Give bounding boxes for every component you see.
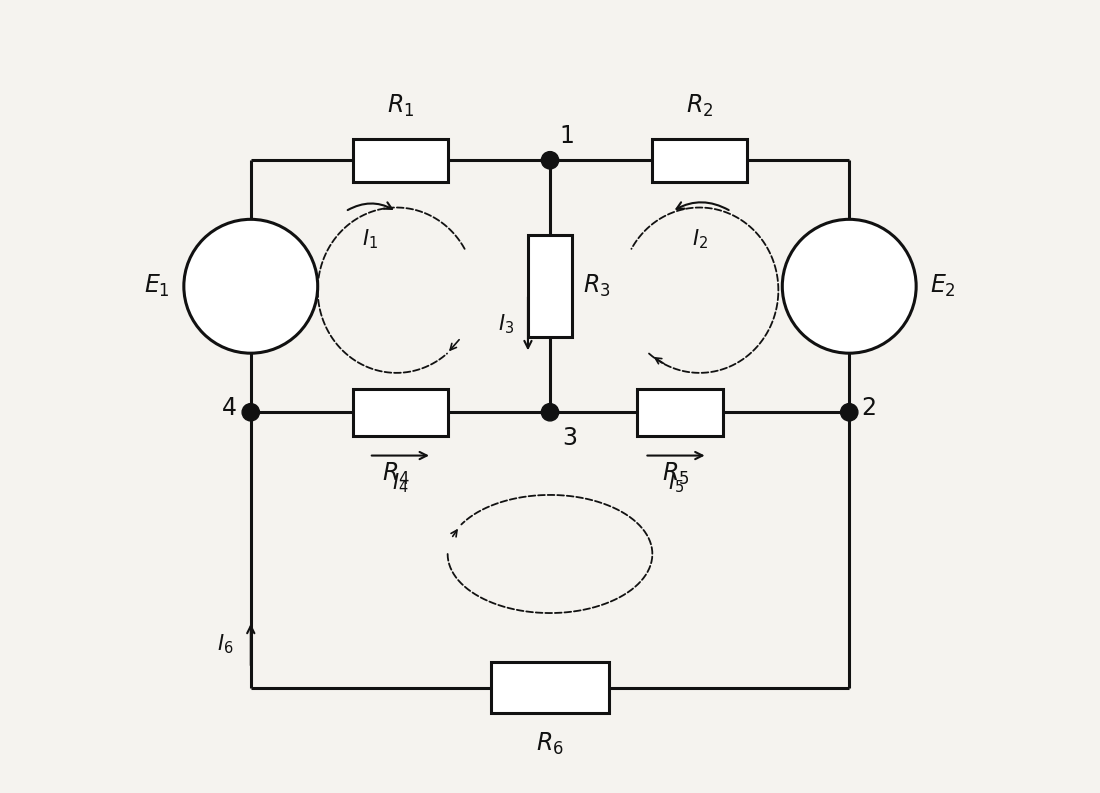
Circle shape — [840, 404, 858, 421]
Text: $I_3$: $I_3$ — [498, 312, 515, 336]
Text: $R_3$: $R_3$ — [583, 273, 610, 300]
Bar — [528, 235, 572, 338]
Circle shape — [782, 220, 916, 353]
Bar — [353, 389, 448, 436]
Text: $R_4$: $R_4$ — [383, 461, 410, 487]
Text: 2: 2 — [861, 396, 876, 420]
Text: +: + — [825, 232, 843, 251]
Bar — [353, 139, 448, 182]
Bar — [637, 389, 723, 436]
Text: 1: 1 — [560, 125, 574, 148]
Circle shape — [184, 220, 318, 353]
Text: $I_2$: $I_2$ — [692, 228, 707, 251]
Text: $R_6$: $R_6$ — [536, 731, 564, 757]
Circle shape — [541, 151, 559, 169]
Circle shape — [541, 404, 559, 421]
Text: $E_2$: $E_2$ — [931, 273, 956, 300]
Text: $R_5$: $R_5$ — [662, 461, 690, 487]
Text: 3: 3 — [562, 427, 576, 450]
Circle shape — [242, 404, 260, 421]
Text: $I_4$: $I_4$ — [392, 471, 409, 495]
Text: $I_1$: $I_1$ — [362, 228, 378, 251]
Text: $R_1$: $R_1$ — [387, 93, 414, 119]
Bar — [652, 139, 747, 182]
Text: $I_5$: $I_5$ — [668, 471, 684, 495]
Text: +: + — [227, 232, 244, 251]
Text: 4: 4 — [221, 396, 236, 420]
Text: $E_1$: $E_1$ — [144, 273, 169, 300]
Text: $R_2$: $R_2$ — [686, 93, 713, 119]
Bar — [491, 662, 609, 714]
Text: $I_6$: $I_6$ — [217, 633, 233, 657]
